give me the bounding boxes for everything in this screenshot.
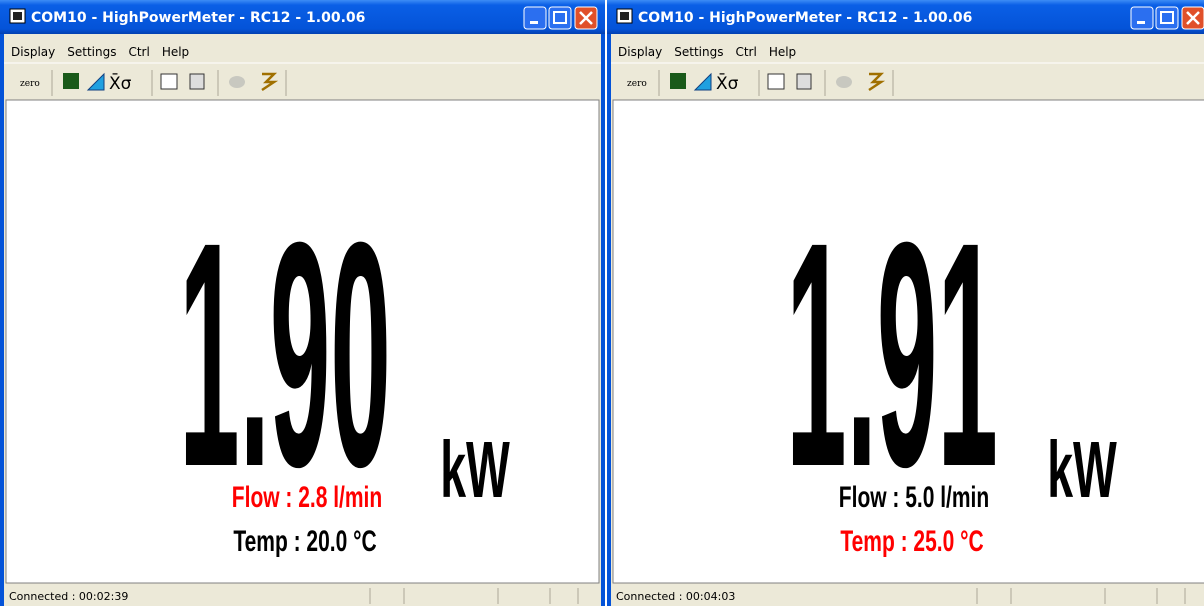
zero-button[interactable]: zero: [627, 79, 647, 89]
title-bar: [0, 0, 605, 34]
flow-reading: Flow : 5.0 l/min: [839, 482, 989, 514]
stats-button[interactable]: X̄σ: [109, 72, 132, 94]
export-icon[interactable]: [767, 73, 785, 90]
disabled-icon: [229, 76, 245, 88]
close-glyph: [579, 11, 593, 25]
scope-icon[interactable]: [86, 72, 105, 91]
chart-icon[interactable]: [63, 73, 79, 89]
max-glyph: [553, 11, 567, 24]
about-icon[interactable]: [261, 72, 279, 92]
menu-item[interactable]: Settings: [674, 45, 723, 59]
menu-item[interactable]: Ctrl: [128, 45, 149, 59]
close-glyph: [1186, 11, 1200, 25]
maximize-button[interactable]: [548, 6, 572, 30]
menu-item[interactable]: Settings: [67, 45, 116, 59]
reading: 1.90: [179, 176, 391, 533]
minimize-button[interactable]: [1130, 6, 1154, 30]
flow-reading: Flow : 2.8 l/min: [232, 482, 382, 514]
chart-icon[interactable]: [670, 73, 686, 89]
app-icon-inner: [620, 12, 629, 20]
app-window: COM10 - HighPowerMeter - RC12 - 1.00.06 D…: [607, 0, 1204, 606]
unit: kW: [1047, 425, 1117, 514]
settings-icon[interactable]: [189, 73, 205, 90]
title-bar: [607, 0, 1204, 34]
about-icon[interactable]: [868, 72, 886, 92]
window-title: COM10 - HighPowerMeter - RC12 - 1.00.06: [638, 10, 972, 26]
app-icon-inner: [13, 12, 22, 20]
settings-icon[interactable]: [796, 73, 812, 90]
status-text: Connected : 00:04:03: [616, 590, 735, 603]
window-title: COM10 - HighPowerMeter - RC12 - 1.00.06: [31, 10, 365, 26]
display-area: [5, 99, 600, 584]
stats-button[interactable]: X̄σ: [716, 72, 739, 94]
menu-item[interactable]: Display: [11, 45, 55, 59]
temp-reading: Temp : 25.0 °C: [840, 526, 983, 558]
app-window: COM10 - HighPowerMeter - RC12 - 1.00.06 D…: [0, 0, 605, 606]
zero-button[interactable]: zero: [20, 79, 40, 89]
unit: kW: [440, 425, 510, 514]
max-glyph: [1160, 11, 1174, 24]
export-icon[interactable]: [160, 73, 178, 90]
min-glyph: [1137, 21, 1145, 24]
minimize-button[interactable]: [523, 6, 547, 30]
maximize-button[interactable]: [1155, 6, 1179, 30]
status-text: Connected : 00:02:39: [9, 590, 128, 603]
menu-item[interactable]: Help: [769, 45, 796, 59]
disabled-icon: [836, 76, 852, 88]
status-bar: [4, 585, 601, 606]
reading: 1.91: [786, 176, 998, 533]
display-area: [612, 99, 1204, 584]
scope-icon[interactable]: [693, 72, 712, 91]
menu-item[interactable]: Help: [162, 45, 189, 59]
status-bar: [611, 585, 1204, 606]
menu-item[interactable]: Ctrl: [735, 45, 756, 59]
temp-reading: Temp : 20.0 °C: [233, 526, 376, 558]
min-glyph: [530, 21, 538, 24]
menu-item[interactable]: Display: [618, 45, 662, 59]
